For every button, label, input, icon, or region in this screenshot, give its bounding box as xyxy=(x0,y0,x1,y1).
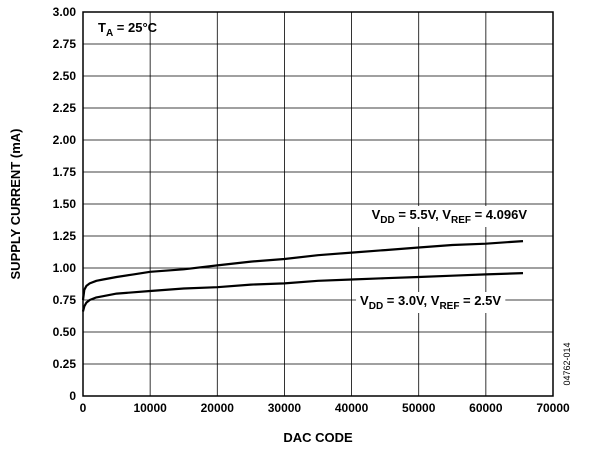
series-1-label-background xyxy=(367,206,532,227)
s2-vdd: V xyxy=(360,293,369,308)
temp-symbol: T xyxy=(98,20,106,35)
x-axis-title: DAC CODE xyxy=(283,430,353,445)
s2-vref-sub: REF xyxy=(439,301,459,312)
y-tick-label: 0 xyxy=(69,389,76,403)
y-axis-title: SUPPLY CURRENT (mA) xyxy=(8,129,23,280)
x-tick-label: 70000 xyxy=(536,401,570,415)
series-layer xyxy=(81,240,524,312)
s1-vref-sub: REF xyxy=(451,215,471,226)
x-tick-label: 40000 xyxy=(335,401,369,415)
y-tick-label: 0.50 xyxy=(53,325,77,339)
s1-vdd-value: = 5.5V, V xyxy=(395,207,452,222)
y-tick-label: 1.50 xyxy=(53,197,77,211)
grid-lines xyxy=(83,12,553,396)
tick-labels: 0 10000 20000 30000 40000 50000 60000 70000 0 0.2… xyxy=(53,5,570,415)
series-2-label-background xyxy=(356,292,506,313)
y-tick-label: 0.25 xyxy=(53,357,77,371)
series-2-label: VDD = 3.0V, VREF = 2.5V xyxy=(360,293,501,312)
x-tick-label: 20000 xyxy=(201,401,235,415)
temp-value: = 25°C xyxy=(113,20,157,35)
y-tick-label: 0.75 xyxy=(53,293,77,307)
s2-vdd-value: = 3.0V, V xyxy=(383,293,440,308)
s1-vref-value: = 4.096V xyxy=(471,207,527,222)
s2-vref-value: = 2.5V xyxy=(459,293,501,308)
y-tick-label: 1.25 xyxy=(53,229,77,243)
y-tick-label: 2.00 xyxy=(53,133,77,147)
y-tick-label: 3.00 xyxy=(53,5,77,19)
s1-vdd: V xyxy=(372,207,381,222)
x-tick-label: 0 xyxy=(80,401,87,415)
figure-id: 04762-014 xyxy=(562,342,572,385)
y-tick-label: 1.00 xyxy=(53,261,77,275)
x-tick-label: 10000 xyxy=(133,401,167,415)
s2-vdd-sub: DD xyxy=(369,301,383,312)
temperature-annotation: TA = 25°C xyxy=(98,20,158,39)
y-tick-label: 2.50 xyxy=(53,69,77,83)
series-line-1 xyxy=(81,240,524,301)
x-tick-label: 60000 xyxy=(469,401,503,415)
s1-vdd-sub: DD xyxy=(380,215,394,226)
x-tick-label: 50000 xyxy=(402,401,436,415)
series-1-label: VDD = 5.5V, VREF = 4.096V xyxy=(372,207,528,226)
plot-frame xyxy=(82,11,554,397)
x-tick-label: 30000 xyxy=(268,401,302,415)
y-tick-label: 2.25 xyxy=(53,101,77,115)
y-tick-label: 2.75 xyxy=(53,37,77,51)
temp-subscript: A xyxy=(106,28,113,39)
y-tick-label: 1.75 xyxy=(53,165,77,179)
series-line-2 xyxy=(81,272,524,312)
